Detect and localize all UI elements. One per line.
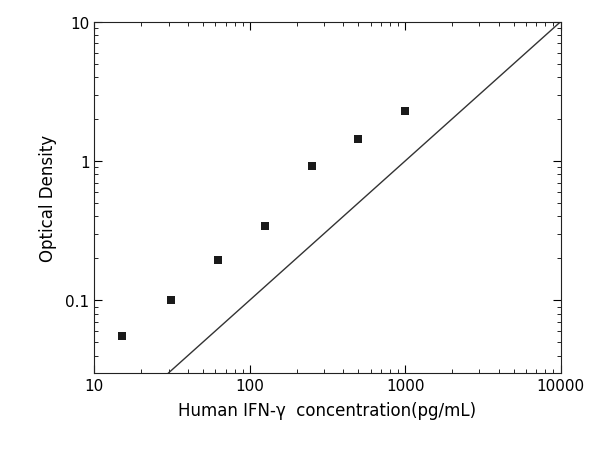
Point	[214, 257, 223, 264]
Point	[117, 333, 126, 340]
Y-axis label: Optical Density: Optical Density	[39, 135, 57, 261]
Point	[401, 108, 410, 115]
Point	[166, 297, 176, 304]
Point	[260, 223, 270, 230]
X-axis label: Human IFN-γ  concentration(pg/mL): Human IFN-γ concentration(pg/mL)	[178, 401, 477, 419]
Point	[307, 163, 316, 170]
Point	[353, 136, 363, 143]
